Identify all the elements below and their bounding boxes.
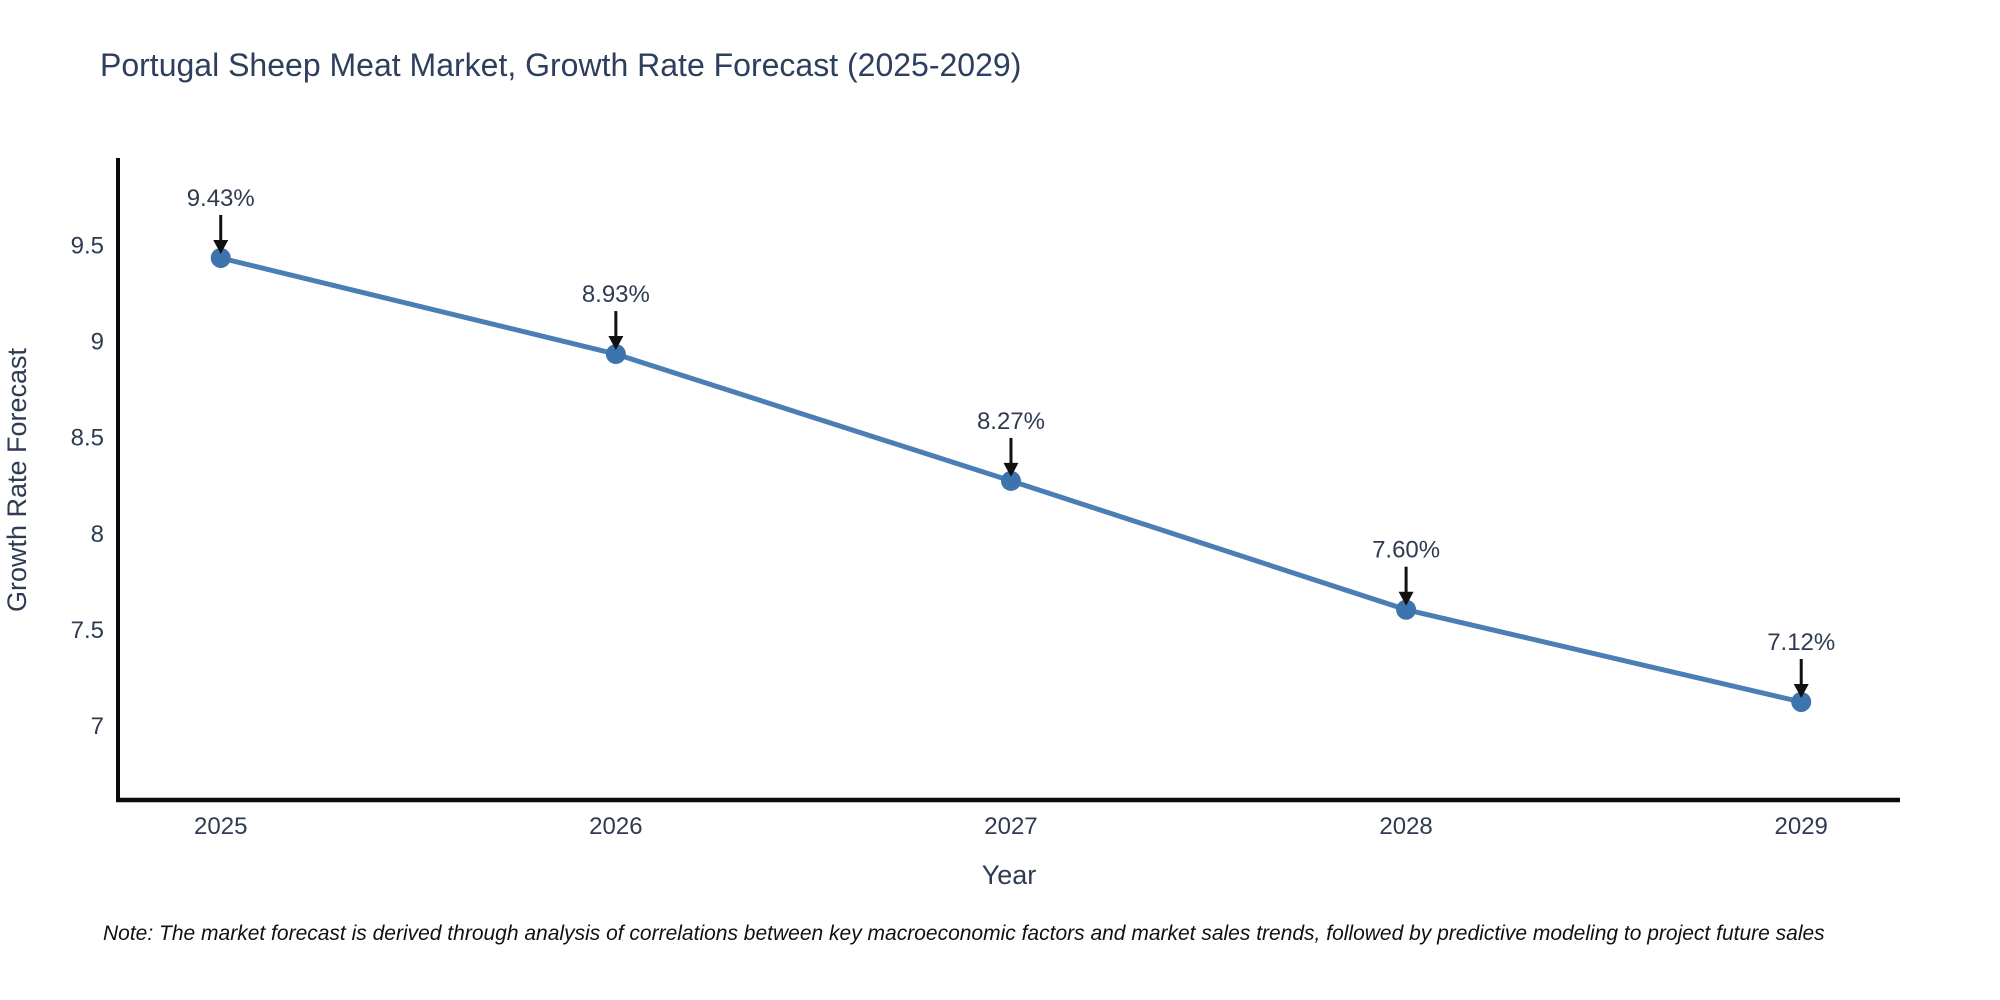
y-tick-label: 7 — [91, 713, 104, 740]
annotation-arrowhead-icon — [608, 336, 624, 351]
annotation-arrowhead-icon — [1003, 462, 1019, 477]
x-tick-label: 2029 — [1775, 813, 1828, 840]
point-label: 9.43% — [187, 185, 255, 212]
data-point — [1000, 470, 1021, 491]
x-tick-label: 2028 — [1379, 813, 1432, 840]
y-tick-label: 8.5 — [71, 425, 104, 452]
data-point — [1791, 691, 1812, 712]
annotation-arrowhead-icon — [1793, 683, 1809, 698]
data-point — [210, 247, 231, 268]
y-axis-label: Growth Rate Forecast — [2, 347, 32, 612]
axes: 7 7.5 8 8.5 9 9.5 2025 2026 2027 2028 2029 — [71, 158, 1900, 840]
y-tick-label: 9 — [91, 329, 104, 356]
y-tick-label: 7.5 — [71, 617, 104, 644]
x-tick-label: 2025 — [194, 813, 247, 840]
y-tick-label: 8 — [91, 521, 104, 548]
y-tick-label: 9.5 — [71, 232, 104, 259]
data-point — [605, 344, 626, 365]
data-series: 9.43% 8.93% 8.27% 7.60% 7.12% — [187, 185, 1835, 712]
x-axis-label: Year — [982, 860, 1037, 890]
data-point — [1396, 599, 1417, 620]
point-label: 7.12% — [1767, 629, 1835, 656]
x-tick-label: 2026 — [589, 813, 642, 840]
point-label: 8.27% — [977, 408, 1045, 435]
annotation-arrowhead-icon — [213, 239, 229, 254]
annotation-arrowhead-icon — [1398, 591, 1414, 606]
point-label: 7.60% — [1372, 537, 1440, 564]
footnote: Note: The market forecast is derived thr… — [103, 922, 1825, 945]
point-label: 8.93% — [582, 281, 650, 308]
chart-title: Portugal Sheep Meat Market, Growth Rate … — [100, 47, 1021, 83]
x-tick-label: 2027 — [984, 813, 1037, 840]
